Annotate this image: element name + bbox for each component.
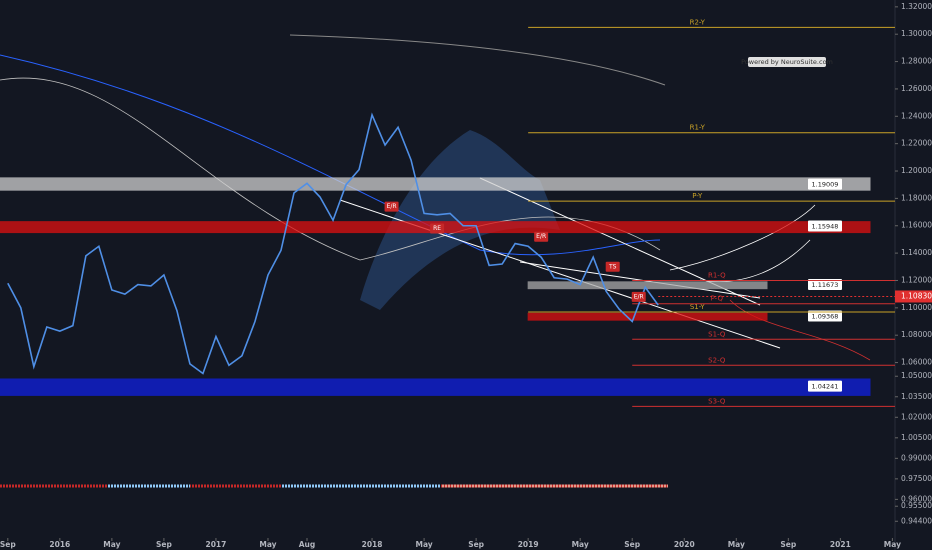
x-tick-label: 2021 (830, 540, 851, 549)
y-tick-label: 1.02000 (901, 412, 932, 421)
pivot-label: S2-Q (708, 356, 726, 364)
y-tick-label: 1.06000 (901, 358, 932, 367)
y-tick-label: 1.28000 (901, 57, 932, 66)
zone-label-box (808, 310, 842, 322)
x-tick-label: Sep (156, 540, 172, 549)
annotation-box (631, 291, 646, 302)
x-tick-label: 2020 (674, 540, 695, 549)
pivot-label: R1-Y (690, 124, 706, 132)
zone-label-box (808, 220, 842, 232)
pivot-label: R2-Y (690, 18, 706, 26)
moving-average (0, 54, 661, 256)
y-tick-label: 1.18000 (901, 193, 932, 202)
current-price-box (895, 290, 932, 303)
annotation: E/R (634, 293, 644, 300)
price-line (7, 112, 659, 375)
y-tick-label: 1.03500 (901, 392, 932, 401)
zone-label-box (808, 380, 842, 392)
watermark: Powered by NeuroSuite.com (741, 58, 833, 66)
pivot-label: S3-Q (708, 397, 726, 405)
x-tick-label: May (259, 540, 276, 549)
annotation-box (384, 201, 399, 212)
moving-average (289, 34, 666, 86)
watermark-box (748, 57, 826, 67)
x-tick-label: Aug (299, 540, 316, 549)
projection (729, 299, 871, 361)
zone (0, 378, 871, 396)
y-tick-label: 1.32000 (901, 2, 932, 11)
pivot-label: R1-Q (708, 271, 726, 279)
y-tick-label: 1.05000 (901, 371, 932, 380)
y-tick-label: 1.14000 (901, 248, 932, 257)
x-tick-label: May (728, 540, 745, 549)
projection (669, 204, 816, 271)
y-tick-label: 1.00500 (901, 433, 932, 442)
annotation: RE (433, 225, 441, 232)
zone-label-box (808, 278, 842, 290)
x-tick-label: May (415, 540, 432, 549)
zone (527, 312, 768, 321)
current-price-label: 1.10830 (901, 291, 932, 300)
zone-label: 1.09368 (812, 312, 839, 320)
zone-label-box (808, 178, 842, 190)
y-tick-label: 1.26000 (901, 84, 932, 93)
y-tick-label: 1.10000 (901, 303, 932, 312)
x-tick-label: May (884, 540, 901, 549)
moving-average (0, 77, 661, 261)
y-tick-label: 0.99000 (901, 453, 932, 462)
y-tick-label: 0.94400 (901, 516, 932, 525)
cloud (360, 130, 560, 310)
x-tick-label: Sep (0, 540, 16, 549)
y-tick-label: 1.22000 (901, 139, 932, 148)
zone-label: 1.11673 (812, 281, 839, 289)
y-tick-label: 0.95500 (901, 501, 932, 510)
y-tick-label: 0.96000 (901, 494, 932, 503)
x-tick-label: 2016 (49, 540, 70, 549)
y-tick-label: 0.97500 (901, 474, 932, 483)
y-tick-label: 1.20000 (901, 166, 932, 175)
x-tick-label: May (103, 540, 120, 549)
y-tick-label: 1.08000 (901, 330, 932, 339)
annotation-box (534, 231, 549, 242)
annotation-box (430, 223, 445, 234)
zone-label: 1.04241 (812, 383, 839, 391)
annotation: E/R (536, 233, 546, 240)
pivot-label: S1-Y (690, 303, 706, 311)
x-tick-label: 2018 (362, 540, 383, 549)
pivot-label: P-Q (711, 295, 724, 303)
y-tick-label: 1.30000 (901, 29, 932, 38)
y-tick-label: 1.16000 (901, 221, 932, 230)
zone-label: 1.19009 (812, 181, 839, 189)
annotation-box (605, 261, 620, 272)
x-tick-label: Sep (468, 540, 484, 549)
pivot-label: P-Y (692, 192, 703, 200)
annotation: E/R (387, 203, 397, 210)
x-tick-label: Sep (624, 540, 640, 549)
zone (0, 177, 871, 191)
y-tick-label: 1.24000 (901, 111, 932, 120)
zone-label: 1.15948 (812, 222, 839, 230)
x-tick-label: May (572, 540, 589, 549)
x-tick-label: Sep (780, 540, 796, 549)
zone (527, 281, 768, 290)
annotation: TS (608, 263, 617, 270)
pivot-label: S1-Q (708, 330, 726, 338)
y-tick-label: 1.12000 (901, 275, 932, 284)
x-tick-label: 2019 (518, 540, 539, 549)
x-tick-label: 2017 (206, 540, 227, 549)
